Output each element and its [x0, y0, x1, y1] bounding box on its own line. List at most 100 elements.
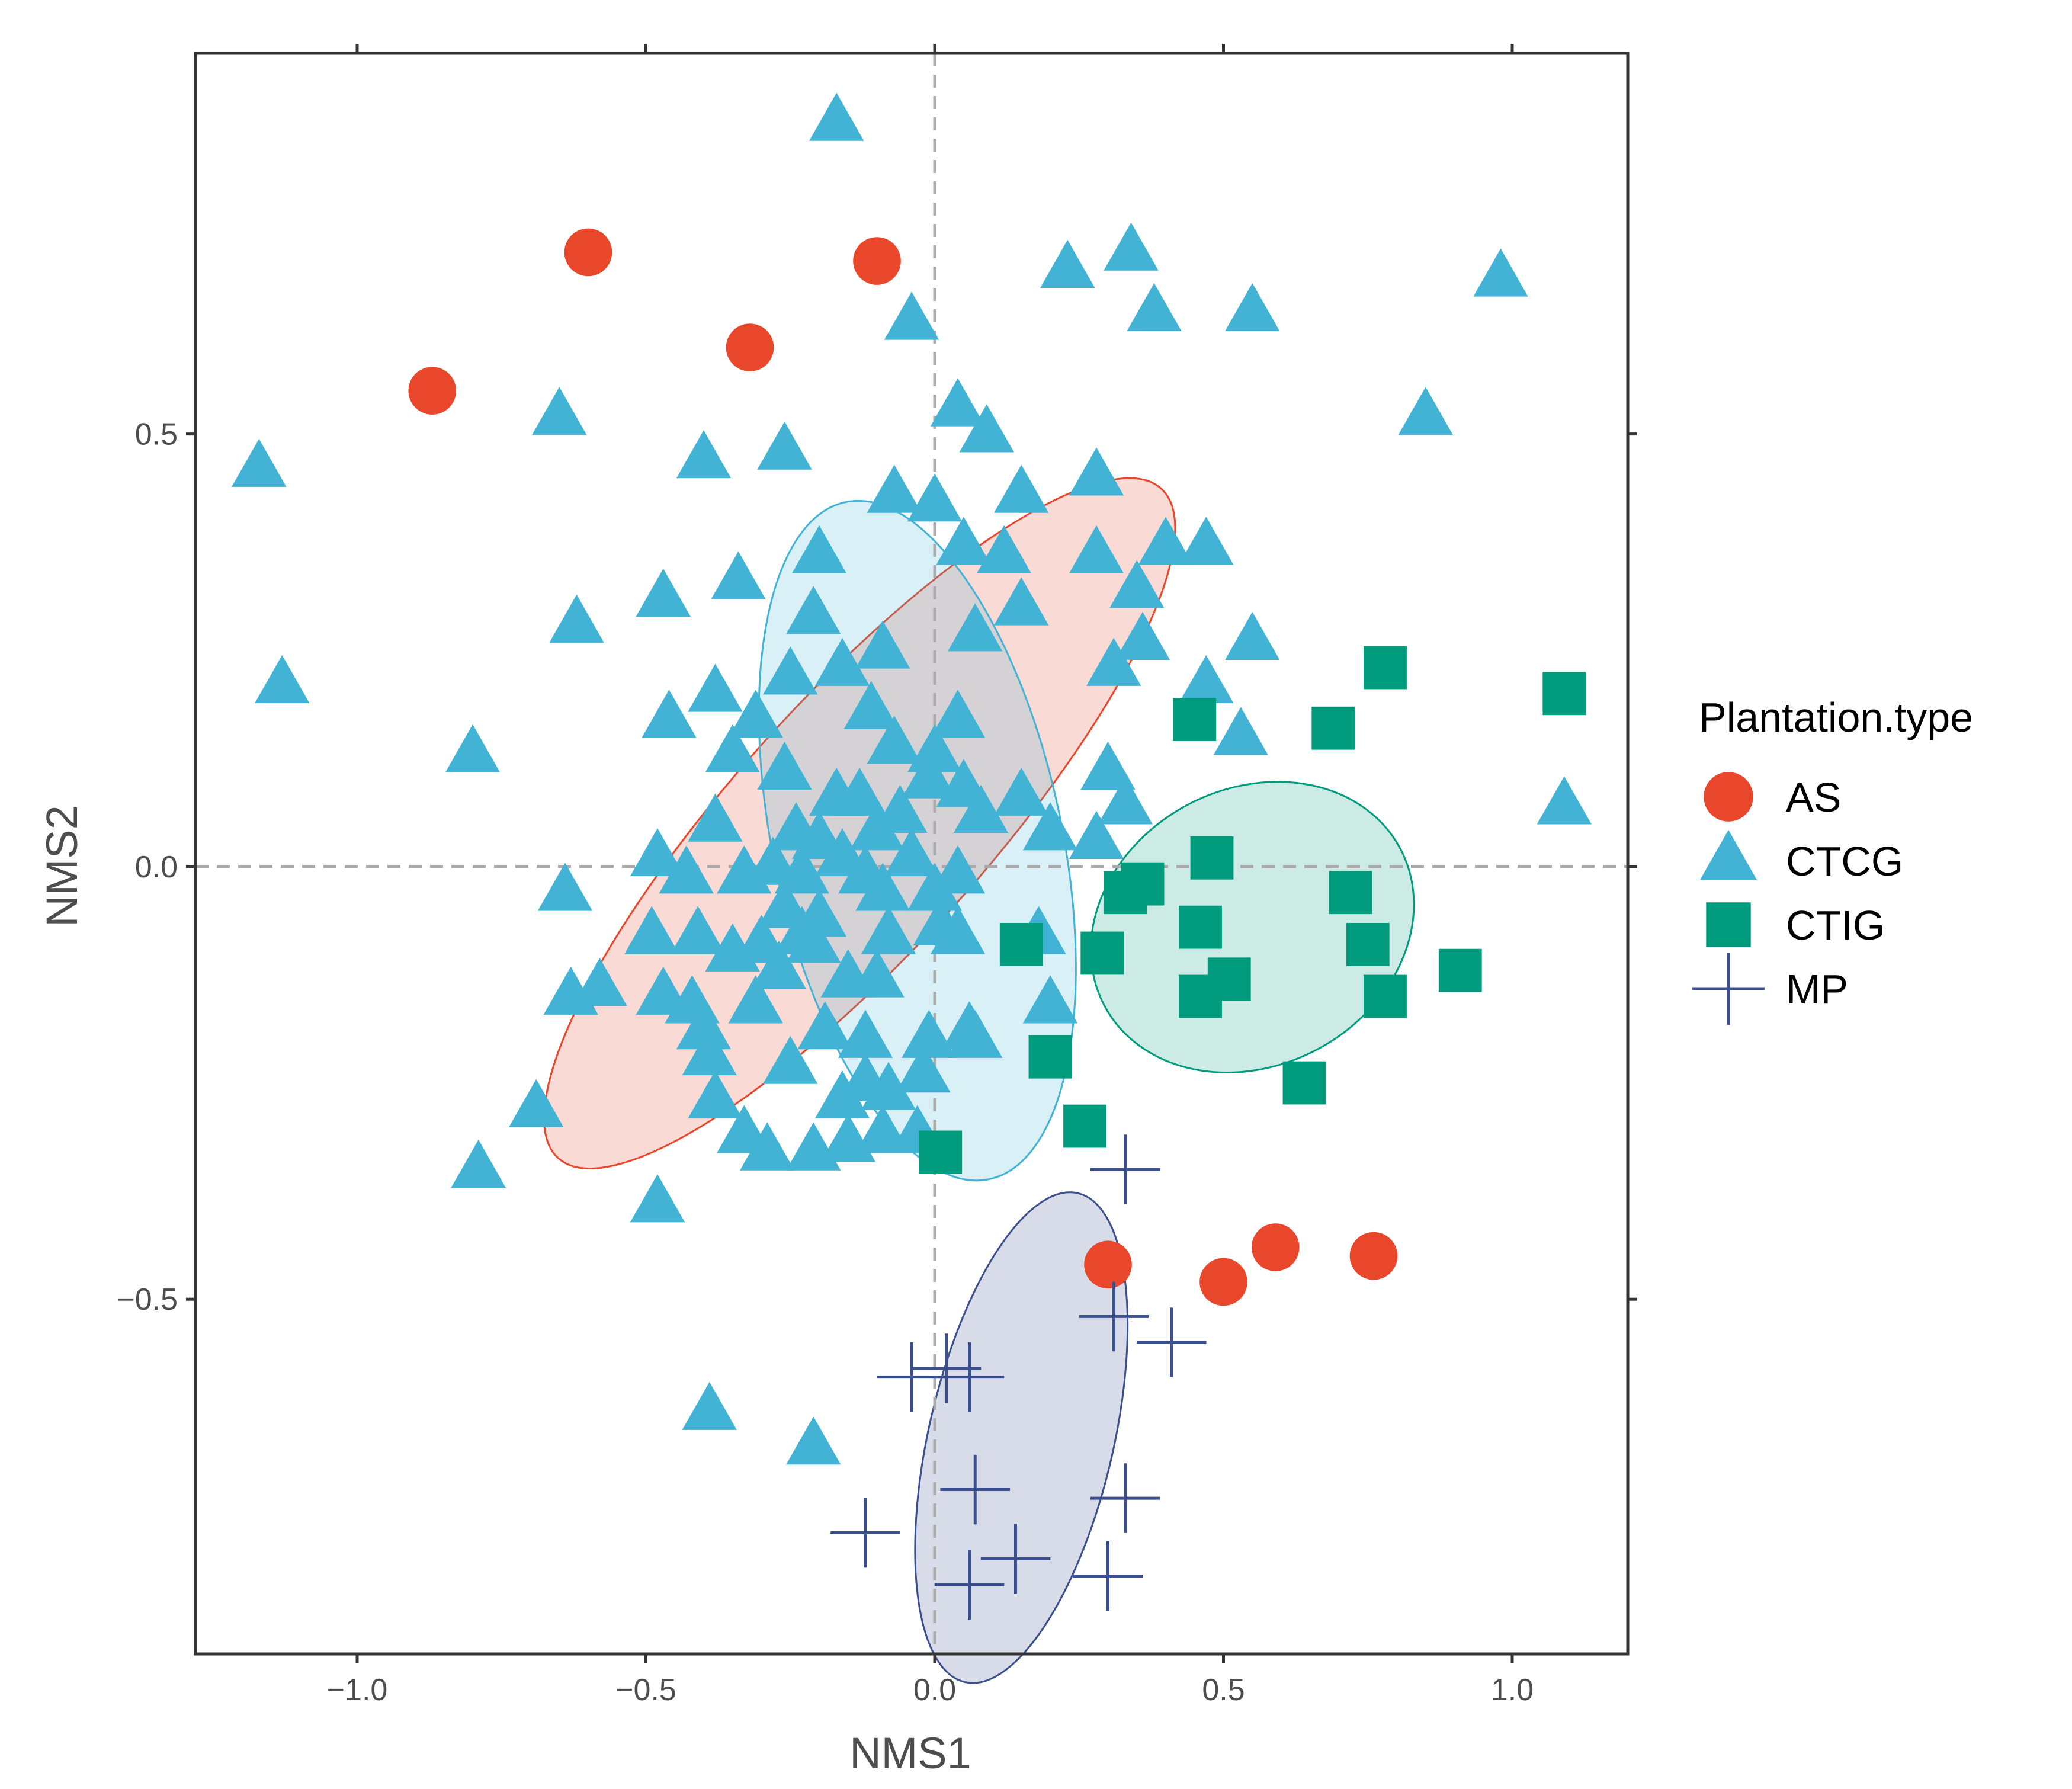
point-ctig-7 [1329, 871, 1372, 915]
point-ctcg-7 [930, 378, 986, 427]
point-ctcg-72 [774, 845, 829, 894]
point-ctcg-114 [740, 1122, 795, 1171]
point-mp-10 [934, 1550, 1005, 1620]
point-ctcg-80 [624, 906, 679, 954]
point-ctcg-51 [902, 750, 957, 799]
x-axis-title: NMS1 [849, 1729, 971, 1778]
point-ctcg-48 [907, 724, 963, 772]
point-ctcg-105 [682, 1027, 737, 1076]
point-ctcg-94 [543, 966, 598, 1015]
point-ctcg-28 [1109, 560, 1165, 608]
point-ctcg-56 [1098, 776, 1153, 825]
point-ctcg-34 [255, 655, 310, 704]
point-ctcg-18 [791, 525, 847, 573]
legend-label-ctig: CTIG [1786, 902, 1885, 948]
point-ctig-11 [1346, 922, 1390, 966]
point-ctcg-21 [1069, 525, 1124, 573]
y-axis-title: NMS2 [37, 805, 86, 927]
point-ctcg-43 [728, 690, 783, 738]
point-ctcg-25 [636, 568, 691, 617]
x-tick-label-2: 0.0 [913, 1673, 956, 1707]
point-ctig-12 [1438, 948, 1482, 992]
point-ctcg-15 [907, 473, 963, 522]
point-ctcg-92 [849, 949, 905, 998]
point-ctcg-45 [445, 724, 501, 772]
point-ctcg-31 [948, 603, 1003, 652]
point-ctcg-3 [1127, 283, 1182, 332]
point-mp-0 [1090, 1134, 1160, 1204]
point-ctcg-23 [1179, 517, 1234, 565]
point-ctcg-109 [509, 1079, 564, 1127]
legend-key-as [1704, 772, 1753, 822]
point-as-5 [1199, 1258, 1247, 1306]
y-tick-label-2: 0.5 [135, 418, 178, 452]
point-ctcg-41 [930, 690, 986, 738]
point-ctig-19 [919, 1130, 963, 1174]
point-ctcg-42 [642, 690, 697, 738]
x-tick-label-1: −0.5 [615, 1673, 676, 1707]
point-ctcg-27 [994, 577, 1049, 626]
point-mp-5 [934, 1342, 1005, 1412]
point-ctcg-110 [688, 1070, 743, 1119]
point-mp-7 [1090, 1463, 1160, 1533]
data-points [232, 92, 1592, 1620]
point-ctcg-120 [630, 1174, 685, 1223]
point-mp-2 [1136, 1307, 1207, 1378]
point-ctcg-81 [671, 906, 726, 954]
point-as-6 [1251, 1223, 1300, 1271]
point-ctcg-117 [855, 1105, 910, 1153]
legend-label-mp: MP [1786, 966, 1848, 1012]
point-ctcg-9 [1398, 387, 1453, 435]
point-ctcg-106 [763, 1035, 818, 1084]
point-ctcg-54 [809, 767, 864, 816]
point-ctcg-64 [1022, 802, 1078, 851]
legend-title: Plantation.type [1699, 694, 1973, 740]
legend-key-ctig [1706, 902, 1751, 947]
point-mp-6 [940, 1454, 1011, 1525]
point-ctcg-13 [757, 421, 812, 470]
point-ctig-8 [1179, 905, 1222, 949]
point-ctig-0 [1364, 646, 1407, 690]
point-as-7 [1349, 1232, 1398, 1280]
x-tick-label-0: −1.0 [327, 1673, 388, 1707]
point-ctcg-101 [838, 1009, 893, 1058]
point-ctcg-36 [814, 637, 870, 686]
point-ctig-2 [1173, 698, 1217, 742]
point-as-4 [1084, 1240, 1132, 1289]
point-as-0 [564, 228, 612, 277]
point-ctcg-0 [809, 92, 864, 141]
point-ctcg-85 [861, 906, 916, 954]
x-tick-label-4: 1.0 [1491, 1673, 1534, 1707]
point-ctcg-44 [1213, 707, 1268, 755]
ellipse-ctig [1090, 781, 1415, 1073]
plot-panel-border [194, 52, 1630, 1656]
point-ctcg-112 [861, 1062, 916, 1110]
point-as-1 [853, 237, 901, 285]
point-as-3 [408, 367, 457, 415]
point-ctcg-119 [451, 1139, 506, 1188]
legend-label-ctcg: CTCG [1786, 838, 1903, 884]
point-ctcg-6 [884, 291, 939, 340]
point-ctig-15 [1364, 974, 1407, 1018]
x-tick-label-3: 0.5 [1202, 1673, 1245, 1707]
point-ctcg-35 [763, 646, 818, 695]
point-ctcg-16 [994, 464, 1049, 513]
point-ctcg-99 [676, 1001, 732, 1050]
point-ctcg-108 [896, 1044, 951, 1093]
point-ctcg-38 [1179, 655, 1234, 704]
point-ctcg-37 [1086, 637, 1141, 686]
point-ctcg-5 [1473, 248, 1528, 297]
point-ctcg-46 [705, 724, 760, 772]
point-ctcg-22 [1138, 517, 1194, 565]
point-ctig-18 [1063, 1104, 1106, 1148]
y-tick-label-0: −0.5 [117, 1283, 178, 1317]
point-ctig-14 [1179, 974, 1222, 1018]
legend: Plantation.type AS CTCG CTIG MP [1692, 694, 1973, 1025]
point-ctcg-40 [843, 681, 899, 729]
point-mp-1 [1079, 1281, 1149, 1352]
point-ctcg-32 [1115, 611, 1170, 661]
point-ctcg-100 [797, 1001, 852, 1050]
point-ctig-4 [1190, 836, 1234, 880]
point-ctig-6 [1104, 871, 1147, 915]
point-ctig-10 [1080, 931, 1124, 975]
